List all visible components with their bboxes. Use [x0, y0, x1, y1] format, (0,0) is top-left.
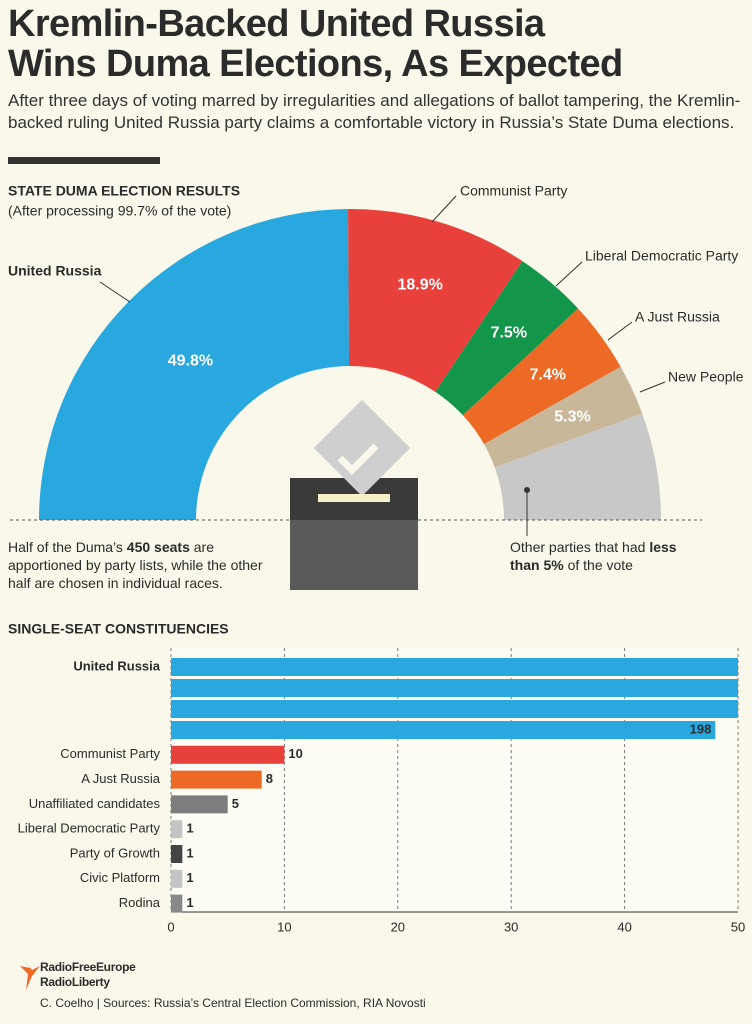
- slice-label: 49.8%: [168, 353, 213, 370]
- leader-line: [607, 321, 633, 341]
- bar: [171, 894, 183, 913]
- slice-label: 18.9%: [398, 276, 443, 293]
- leader-line: [99, 281, 131, 303]
- section-title: SINGLE-SEAT CONSTITUENCIES: [8, 621, 229, 637]
- slice-name: New People: [668, 369, 744, 385]
- category-label: United Russia: [73, 658, 160, 673]
- bar: [171, 845, 183, 863]
- value-label: 1: [186, 870, 193, 885]
- bar: [171, 869, 183, 888]
- bar: [171, 795, 228, 814]
- value-label: 1: [186, 821, 193, 836]
- slice-name: Communist Party: [460, 183, 567, 199]
- value-label: 8: [266, 771, 273, 786]
- category-label: Communist Party: [60, 746, 160, 761]
- section-subtitle: (After processing 99.7% of the vote): [8, 203, 231, 219]
- x-tick-label: 40: [617, 919, 631, 934]
- note-emphasis: less than 5%: [510, 539, 677, 573]
- brand: RadioFreeEurope: [40, 960, 136, 974]
- value-label: 1: [186, 895, 193, 910]
- category-label: Civic Platform: [80, 870, 160, 885]
- bar: [171, 745, 285, 764]
- bar: [171, 658, 738, 739]
- slice: [494, 413, 661, 520]
- category-label: Unaffiliated candidates: [29, 796, 161, 811]
- x-tick-label: 50: [731, 919, 745, 934]
- seats-note: Half of the Duma’s 450 seats are apporti…: [8, 538, 273, 592]
- bar: [171, 820, 183, 839]
- value-label: 198: [690, 721, 712, 736]
- value-label: 10: [288, 746, 302, 761]
- category-label: Liberal Democratic Party: [18, 821, 161, 836]
- slice: [462, 308, 621, 445]
- slice-name: Liberal Democratic Party: [585, 248, 738, 264]
- slice-name: United Russia: [8, 263, 102, 279]
- category-label: Rodina: [119, 895, 161, 910]
- leader-line: [555, 261, 583, 287]
- slice-label: 7.4%: [530, 367, 566, 384]
- title-line: Wins Duma Elections, As Expected: [8, 43, 623, 85]
- slice-name: A Just Russia: [635, 309, 720, 325]
- credit: C. Coelho | Sources: Russia’s Central El…: [40, 996, 426, 1010]
- slice: [435, 261, 579, 416]
- x-tick-label: 20: [391, 919, 405, 934]
- slice: [484, 366, 643, 468]
- half-donut: 49.8% United Russia 18.9% Communist Party 7.…: [8, 183, 744, 520]
- slice-label: 5.3%: [554, 409, 590, 426]
- value-label: 5: [232, 796, 239, 811]
- rule: [8, 157, 160, 164]
- brand: RadioLiberty: [40, 975, 110, 989]
- section-title: STATE DUMA ELECTION RESULTS: [8, 183, 240, 199]
- bar-chart: 0 10 20 30 40 50 United Russia 198 Communist Par…: [18, 648, 745, 934]
- note-text: Half of the Duma’s: [8, 539, 127, 555]
- note-text: Other parties that had: [510, 539, 650, 555]
- slice-label: 7.5%: [491, 325, 527, 342]
- note-text: are apportioned by party lists, while th…: [8, 539, 263, 591]
- value-label: 1: [186, 845, 193, 860]
- note-emphasis: 450 seats: [126, 539, 190, 555]
- other-note: Other parties that had less than 5% of t…: [510, 538, 690, 574]
- leader-line: [639, 381, 666, 393]
- leader-line: [431, 195, 457, 223]
- category-label: A Just Russia: [81, 771, 161, 786]
- note-text: of the vote: [563, 557, 633, 573]
- slice: [348, 208, 523, 392]
- x-tick-label: 0: [167, 919, 174, 934]
- category-label: Party of Growth: [70, 845, 160, 860]
- slice: [39, 209, 350, 520]
- logo: [20, 958, 40, 990]
- subtitle: After three days of voting marred by irr…: [8, 91, 741, 132]
- title-line: Kremlin-Backed United Russia: [8, 3, 546, 45]
- ballot-box: [290, 399, 418, 590]
- x-tick-label: 30: [504, 919, 518, 934]
- x-tick-label: 10: [277, 919, 291, 934]
- bar: [171, 770, 262, 789]
